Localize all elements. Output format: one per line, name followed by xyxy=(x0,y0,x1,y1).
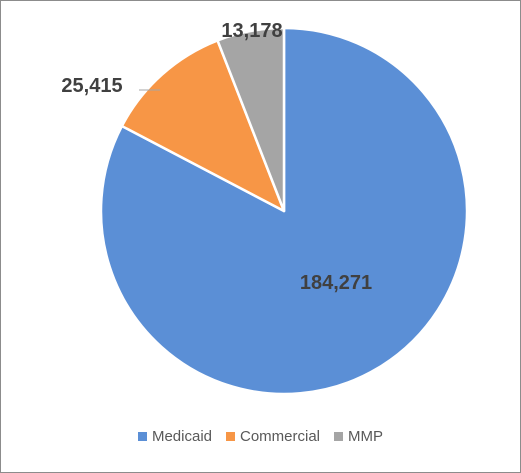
data-label-mmp: 13,178 xyxy=(221,20,282,42)
legend-item-medicaid: Medicaid xyxy=(137,428,212,445)
legend-swatch-mmp xyxy=(334,432,344,441)
legend: Medicaid Commercial MMP xyxy=(0,428,521,445)
legend-swatch-commercial xyxy=(226,432,235,441)
pie-slice-commercial xyxy=(120,39,286,213)
pie-slices xyxy=(99,26,469,396)
data-label-commercial: 25,415 xyxy=(61,75,122,97)
data-label-medicaid: 184,271 xyxy=(300,272,372,294)
pie-slice-mmp xyxy=(216,26,286,213)
legend-swatch-medicaid xyxy=(137,432,147,441)
legend-label-commercial: Commercial xyxy=(240,428,321,445)
data-labels: 184,271 25,415 13,178 xyxy=(61,20,372,294)
legend-label-mmp: MMP xyxy=(348,428,384,445)
legend-item-mmp: MMP xyxy=(334,428,383,445)
legend-item-commercial: Commercial xyxy=(226,428,320,445)
legend-label-medicaid: Medicaid xyxy=(151,428,212,445)
pie-slice-medicaid xyxy=(99,26,469,396)
